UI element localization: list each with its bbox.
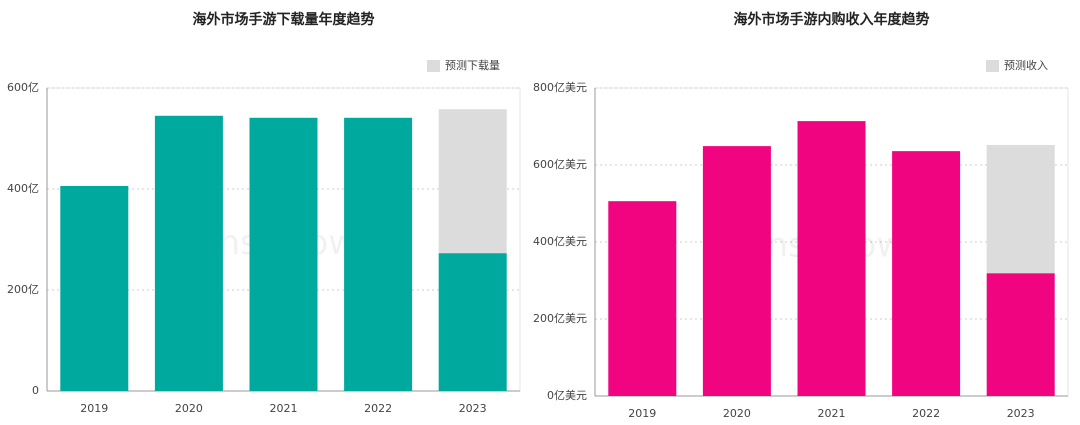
bar — [986, 144, 1055, 274]
legend-swatch — [427, 60, 440, 72]
x-tick-label: 2020 — [175, 402, 203, 415]
bar — [344, 117, 413, 392]
legend-label: 预测收入 — [1004, 58, 1048, 72]
bar — [797, 121, 866, 397]
bar — [608, 201, 677, 396]
y-tick-label: 0亿美元 — [547, 389, 587, 402]
bar — [60, 185, 129, 391]
y-tick-label: 400亿 — [7, 182, 39, 195]
x-tick-label: 2021 — [270, 402, 298, 415]
bar — [249, 117, 318, 392]
chart-title: 海外市场手游内购收入年度趋势 — [734, 11, 930, 28]
legend-swatch — [986, 60, 999, 72]
y-tick-label: 600亿 — [7, 81, 39, 94]
bar — [154, 115, 223, 392]
x-tick-label: 2021 — [818, 407, 846, 420]
x-tick-label: 2022 — [912, 407, 940, 420]
chart-title: 海外市场手游下载量年度趋势 — [193, 11, 375, 28]
bar — [892, 151, 961, 396]
x-tick-label: 2023 — [459, 402, 487, 415]
y-tick-label: 200亿美元 — [533, 312, 587, 325]
x-tick-label: 2023 — [1007, 407, 1035, 420]
x-tick-label: 2019 — [628, 407, 656, 420]
x-tick-label: 2020 — [723, 407, 751, 420]
y-tick-label: 200亿 — [7, 283, 39, 296]
bar — [438, 253, 507, 391]
y-tick-label: 400亿美元 — [533, 235, 587, 248]
y-tick-label: 600亿美元 — [533, 158, 587, 171]
y-tick-label: 800亿美元 — [533, 81, 587, 94]
y-tick-label: 0 — [32, 384, 39, 397]
x-tick-label: 2019 — [80, 402, 108, 415]
legend-label: 预测下载量 — [445, 59, 500, 72]
x-tick-label: 2022 — [364, 402, 392, 415]
bar — [438, 109, 507, 254]
bar — [986, 273, 1055, 396]
bar — [702, 146, 771, 396]
